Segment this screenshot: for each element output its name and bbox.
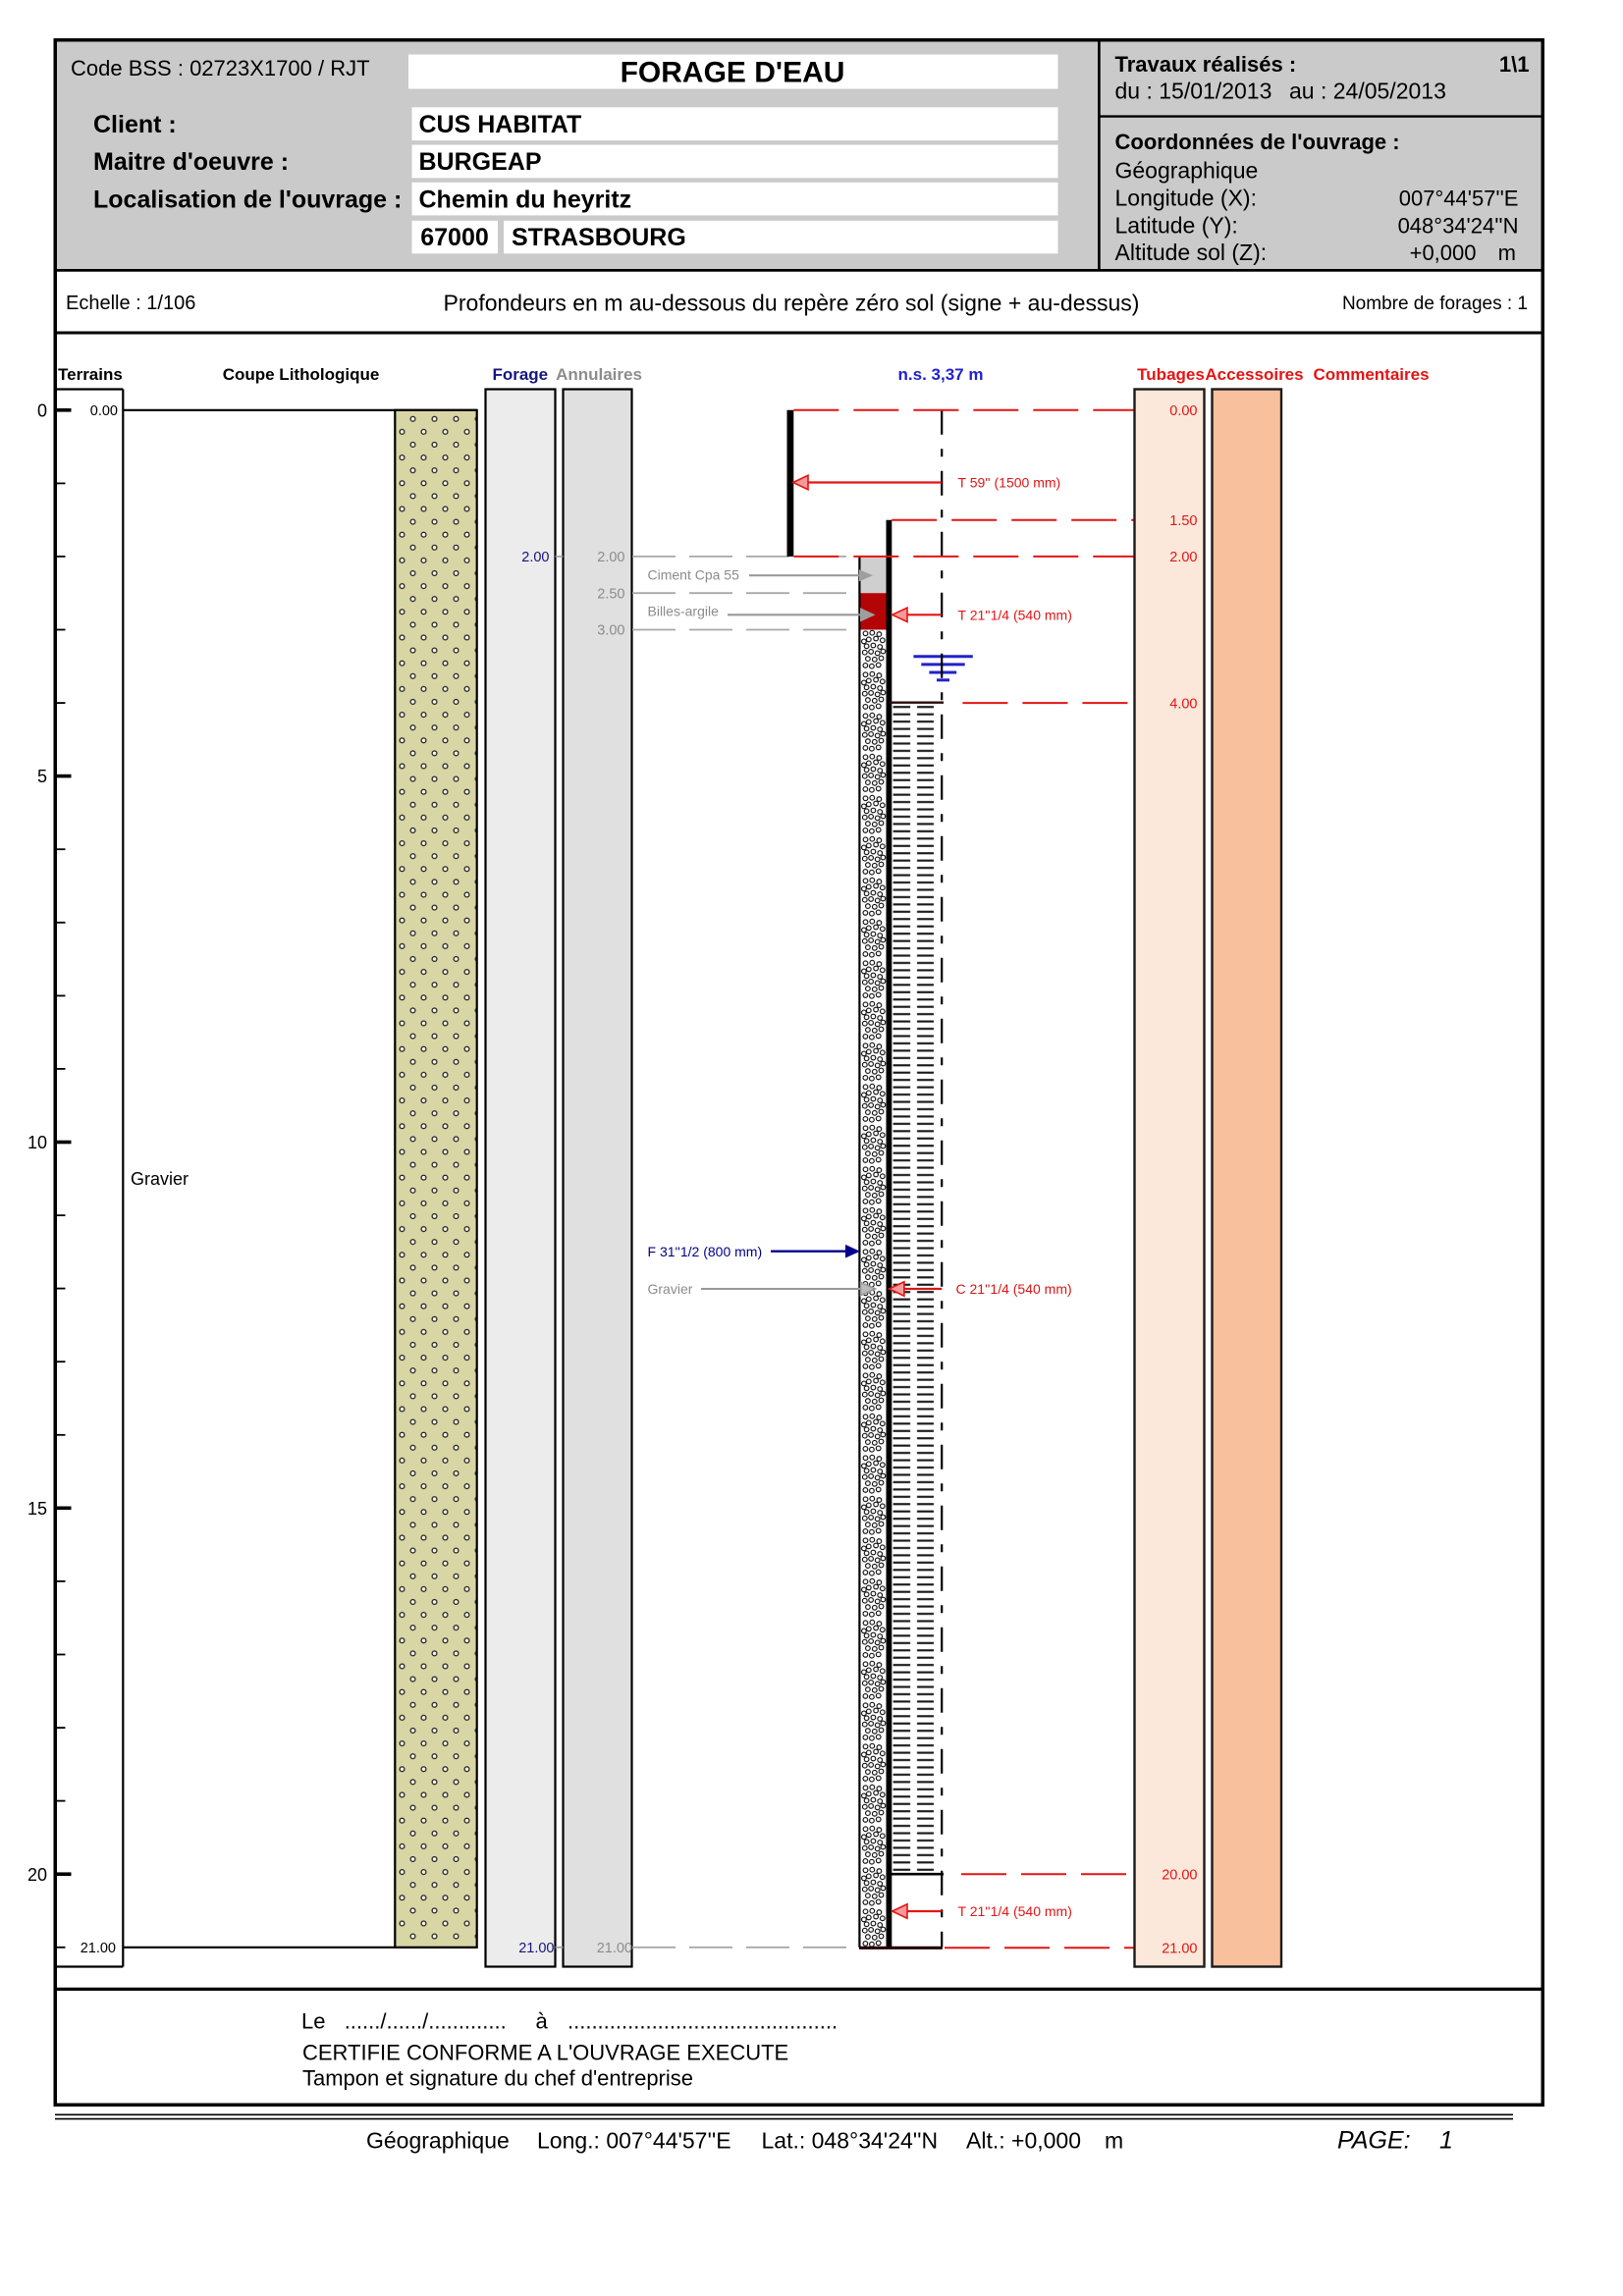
svg-text:Commentaires: Commentaires — [1313, 365, 1429, 384]
svg-text:Gravier: Gravier — [648, 1281, 693, 1297]
svg-text:1: 1 — [1439, 2126, 1453, 2154]
svg-text:2.00: 2.00 — [521, 550, 549, 565]
svg-text:21.00: 21.00 — [1162, 1942, 1197, 1957]
svg-text:4.00: 4.00 — [1169, 696, 1197, 712]
svg-text:Accessoires: Accessoires — [1205, 365, 1303, 384]
svg-text:FORAGE D'EAU: FORAGE D'EAU — [621, 57, 845, 89]
svg-text:T 21''1/4 (540 mm): T 21''1/4 (540 mm) — [958, 608, 1072, 623]
svg-text:007°44'57''E: 007°44'57''E — [1399, 186, 1519, 210]
svg-text:0: 0 — [37, 400, 47, 420]
svg-text:Client :: Client : — [93, 111, 177, 138]
svg-text:2.50: 2.50 — [597, 586, 624, 602]
svg-text:CERTIFIE CONFORME A L'OUVRAGE: CERTIFIE CONFORME A L'OUVRAGE EXECUTE — [302, 2041, 788, 2065]
svg-text:Long.: 007°44'57''E: Long.: 007°44'57''E — [537, 2127, 731, 2153]
svg-text:Maitre d'oeuvre :: Maitre d'oeuvre : — [93, 148, 289, 176]
svg-text:STRASBOURG: STRASBOURG — [512, 224, 686, 251]
svg-text:à: à — [536, 2009, 549, 2034]
svg-text:Géographique: Géographique — [366, 2127, 510, 2153]
svg-text:Tampon et signature du chef d': Tampon et signature du chef d'entreprise — [302, 2066, 693, 2091]
svg-text:10: 10 — [27, 1133, 47, 1152]
svg-text:F 31''1/2 (800 mm): F 31''1/2 (800 mm) — [648, 1244, 763, 1259]
svg-text:5: 5 — [37, 767, 47, 786]
svg-text:m: m — [1498, 240, 1516, 265]
svg-text:0.00: 0.00 — [1169, 403, 1197, 419]
svg-text:Le: Le — [301, 2009, 325, 2034]
svg-text:T 59'' (1500 mm): T 59'' (1500 mm) — [958, 475, 1061, 491]
svg-text:15: 15 — [27, 1499, 47, 1519]
svg-text:1.50: 1.50 — [1169, 513, 1197, 529]
svg-text:2.00: 2.00 — [597, 550, 624, 565]
svg-text:Code BSS : 02723X1700 / RJT: Code BSS : 02723X1700 / RJT — [71, 56, 370, 80]
svg-text:3.00: 3.00 — [597, 623, 624, 639]
svg-text:PAGE:: PAGE: — [1337, 2126, 1411, 2154]
svg-text:du : 15/01/2013: du : 15/01/2013 — [1115, 78, 1272, 103]
svg-text:67000: 67000 — [420, 224, 489, 251]
svg-text:Altitude sol (Z):: Altitude sol (Z): — [1115, 240, 1268, 265]
svg-text:Billes-argile: Billes-argile — [648, 604, 720, 619]
svg-text:Travaux réalisés :: Travaux réalisés : — [1115, 52, 1297, 77]
svg-text:Profondeurs en m au-dessous du: Profondeurs en m au-dessous du repère zé… — [444, 290, 1140, 315]
svg-text:....../....../.............: ....../....../............. — [345, 2009, 507, 2034]
svg-text:Longitude (X):: Longitude (X): — [1115, 185, 1257, 210]
svg-text:CUS HABITAT: CUS HABITAT — [419, 111, 582, 138]
svg-text:m: m — [1105, 2127, 1123, 2153]
svg-text:20: 20 — [27, 1865, 47, 1885]
svg-text:C 21''1/4 (540 mm): C 21''1/4 (540 mm) — [956, 1281, 1072, 1297]
svg-text:20.00: 20.00 — [1162, 1867, 1197, 1883]
svg-text:21.00: 21.00 — [81, 1941, 116, 1956]
svg-text:T 21''1/4 (540 mm): T 21''1/4 (540 mm) — [958, 1903, 1072, 1919]
svg-text:21.00: 21.00 — [518, 1941, 554, 1956]
svg-text:Terrains: Terrains — [58, 365, 123, 384]
svg-text:0.00: 0.00 — [90, 403, 118, 419]
svg-text:au : 24/05/2013: au : 24/05/2013 — [1289, 78, 1446, 103]
svg-text:Coordonnées de l'ouvrage :: Coordonnées de l'ouvrage : — [1115, 130, 1400, 154]
svg-text:Localisation de l'ouvrage :: Localisation de l'ouvrage : — [93, 187, 402, 214]
svg-text:Alt.: +0,000: Alt.: +0,000 — [966, 2127, 1081, 2153]
svg-text:Chemin du heyritz: Chemin du heyritz — [419, 187, 632, 214]
svg-text:Annulaires: Annulaires — [556, 365, 642, 384]
svg-text:n.s. 3,37 m: n.s. 3,37 m — [898, 365, 984, 384]
svg-text:048°34'24''N: 048°34'24''N — [1398, 213, 1519, 238]
svg-text:..............................: ........................................… — [568, 2009, 838, 2034]
svg-text:+0,000: +0,000 — [1410, 240, 1477, 265]
svg-text:Ciment Cpa 55: Ciment Cpa 55 — [648, 566, 740, 582]
svg-text:Echelle : 1/106: Echelle : 1/106 — [66, 293, 195, 314]
svg-text:Forage: Forage — [492, 365, 548, 384]
svg-text:BURGEAP: BURGEAP — [419, 148, 542, 176]
svg-text:Tubages: Tubages — [1137, 365, 1205, 384]
svg-text:2.00: 2.00 — [1169, 550, 1197, 565]
svg-text:Coupe Lithologique: Coupe Lithologique — [223, 365, 380, 384]
svg-text:Nombre de forages : 1: Nombre de forages : 1 — [1342, 294, 1528, 314]
svg-text:Lat.: 048°34'24''N: Lat.: 048°34'24''N — [762, 2127, 939, 2153]
svg-text:21.00: 21.00 — [597, 1941, 632, 1956]
svg-text:Géographique: Géographique — [1115, 157, 1259, 183]
svg-text:Latitude (Y):: Latitude (Y): — [1115, 212, 1238, 238]
svg-text:1\1: 1\1 — [1499, 52, 1530, 77]
svg-text:Gravier: Gravier — [131, 1169, 189, 1189]
